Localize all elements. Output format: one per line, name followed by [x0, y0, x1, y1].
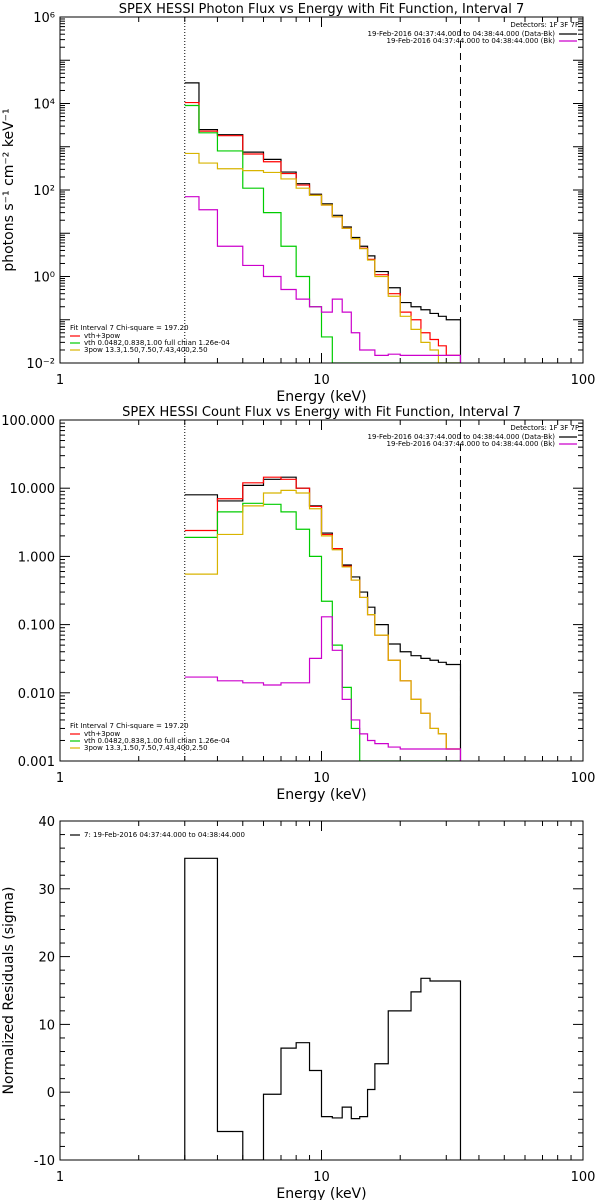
y-tick-label: 20 [38, 951, 55, 966]
x-tick-label: 100 [571, 1170, 596, 1185]
y-tick-label: 10 [38, 1018, 55, 1033]
y-tick-label: 10⁰ [33, 271, 55, 286]
fit-entry: vth 0.0482,0.838,1.00 full chian 1.26e-0… [84, 737, 230, 745]
legend-info: Detectors: 1F 3F 7F [510, 424, 579, 432]
x-tick-label: 1 [56, 771, 64, 786]
y-axis-label: photons s⁻¹ cm⁻² keV⁻¹ [1, 108, 17, 271]
legend-info: Detectors: 1F 3F 7F [510, 21, 579, 29]
series-line-4 [184, 152, 461, 363]
x-tick-label: 100 [571, 373, 596, 388]
series-line-5 [184, 196, 462, 363]
series-line-3 [184, 502, 461, 761]
legend-entry: 19-Feb-2016 04:37:44.000 to 04:38:44.000… [368, 30, 556, 38]
series-line-2 [184, 476, 461, 750]
fit-header: Fit Interval 7 Chi-square = 197.20 [70, 722, 189, 730]
fit-entry: vth 0.0482,0.838,1.00 full chian 1.26e-0… [84, 339, 230, 347]
fit-entry: 3pow 13.3,1.50,7.50,7.43,400,2.50 [84, 346, 208, 354]
x-axis-label: Energy (keV) [276, 1186, 366, 1200]
y-tick-label: 40 [38, 815, 55, 830]
x-tick-label: 10 [313, 373, 330, 388]
series-line-1 [184, 857, 462, 1160]
y-tick-label: 1.000 [18, 550, 55, 565]
chart-title: SPEX HESSI Count Flux vs Energy with Fit… [122, 405, 521, 420]
panel-1: 1 10 100 10⁻² 10⁰ 10² 10⁴ 10⁶ SPEX HESSI Photon … [1, 2, 595, 405]
legend-entry: 7: 19-Feb-2016 04:37:44.000 to 04:38:44.… [84, 831, 245, 839]
x-axis-label: Energy (keV) [276, 787, 366, 803]
plot-frame [59, 419, 584, 762]
series-line-4 [184, 489, 461, 750]
panel-2: 1 10 100 0.001 0.010 0.100 1.000 10.000 100.000 S… [1, 405, 595, 803]
x-tick-label: 1 [56, 1170, 64, 1185]
chart-title: SPEX HESSI Photon Flux vs Energy with Fi… [119, 2, 525, 17]
x-tick-label: 1 [56, 373, 64, 388]
y-tick-label: -10 [34, 1154, 55, 1169]
y-tick-label: 10⁻² [26, 357, 55, 372]
y-tick-label: 0.001 [18, 755, 55, 770]
legend-entry: 19-Feb-2016 04:37:44.000 to 04:38:44.000… [368, 433, 556, 441]
series-line-5 [184, 616, 462, 761]
y-tick-label: 10⁶ [33, 11, 55, 26]
x-tick-label: 10 [313, 771, 330, 786]
series-line-3 [184, 104, 461, 363]
y-tick-label: 0 [47, 1086, 55, 1101]
y-tick-label: 100.000 [1, 414, 55, 429]
fit-entry: vth+3pow [84, 730, 120, 738]
plot-frame [59, 16, 584, 364]
y-tick-label: 10.000 [10, 482, 56, 497]
y-tick-label: 30 [38, 883, 55, 898]
fit-entry: 3pow 13.3,1.50,7.50,7.43,400,2.50 [84, 744, 208, 752]
x-tick-label: 100 [571, 771, 596, 786]
panel-3: 1 10 100 -10 0 10 20 30 40 Energy (keV) Normalized… [1, 815, 596, 1202]
legend-entry: 19-Feb-2016 04:37:44.000 to 04:38:44.000… [387, 440, 556, 448]
x-axis-label: Energy (keV) [276, 389, 366, 405]
y-tick-label: 10⁴ [33, 98, 55, 113]
y-tick-label: 10² [33, 184, 55, 199]
y-tick-label: 0.100 [18, 619, 55, 634]
y-axis-label: Normalized Residuals (sigma) [1, 887, 17, 1095]
fit-entry: vth+3pow [84, 332, 120, 340]
fit-header: Fit Interval 7 Chi-square = 197.20 [70, 324, 189, 332]
series-line-2 [184, 101, 461, 356]
series-line-1 [184, 476, 462, 761]
legend-entry: 19-Feb-2016 04:37:44.000 to 04:38:44.000… [387, 37, 556, 45]
series-line-1 [184, 82, 462, 363]
plot-frame [59, 820, 584, 1161]
y-tick-label: 0.010 [18, 687, 55, 702]
x-tick-label: 10 [313, 1170, 330, 1185]
